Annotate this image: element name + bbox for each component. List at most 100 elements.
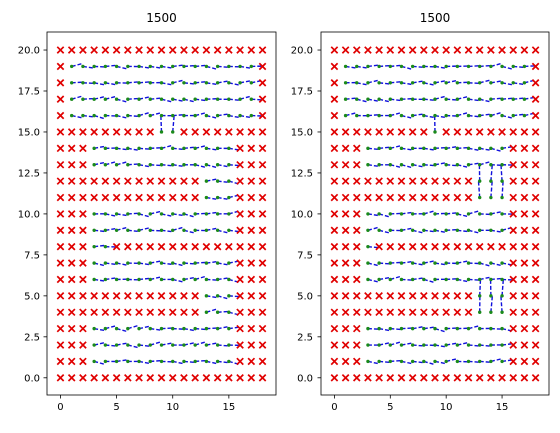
- path-segment: [434, 360, 447, 365]
- path-segment: [228, 295, 241, 298]
- wall-marker: [157, 292, 166, 300]
- path-segment: [479, 213, 491, 216]
- wall-marker: [79, 373, 87, 382]
- state-dot: [148, 81, 152, 85]
- state-dot: [388, 97, 392, 101]
- state-dot: [148, 359, 152, 364]
- wall-marker: [258, 193, 267, 202]
- state-dot: [410, 64, 415, 69]
- path-segment: [345, 97, 357, 100]
- y-tick-label: 10.0: [291, 209, 313, 220]
- path-segment: [468, 360, 480, 363]
- wall-marker: [498, 242, 506, 251]
- state-dot: [69, 64, 74, 69]
- path-segment: [94, 327, 106, 332]
- path-segment: [138, 226, 151, 231]
- wall-marker: [397, 373, 406, 382]
- state-dot: [204, 179, 209, 183]
- wall-marker: [247, 275, 256, 284]
- state-dot: [500, 113, 504, 118]
- wall-marker: [258, 292, 267, 300]
- wall-marker: [56, 226, 65, 235]
- path-segment: [401, 278, 413, 281]
- state-dot: [478, 326, 482, 331]
- state-dot: [422, 163, 426, 167]
- x-tick-label: 5: [387, 402, 393, 413]
- path-segment: [500, 295, 503, 313]
- wall-marker: [168, 308, 177, 317]
- wall-marker: [453, 177, 462, 185]
- wall-marker: [509, 275, 518, 284]
- path-segment: [150, 260, 162, 264]
- path-segment: [172, 79, 185, 84]
- wall-marker: [79, 193, 87, 202]
- wall-marker: [352, 324, 361, 333]
- path-segment: [150, 146, 162, 150]
- wall-marker: [364, 193, 372, 202]
- path-segment: [150, 111, 162, 117]
- wall-marker: [146, 373, 155, 382]
- path-segment: [390, 327, 402, 331]
- state-dot: [410, 113, 415, 118]
- wall-marker: [124, 308, 132, 317]
- path-segment: [479, 279, 482, 296]
- wall-marker: [79, 324, 87, 333]
- state-dot: [478, 64, 482, 69]
- state-dot: [103, 343, 108, 347]
- state-dot: [355, 113, 359, 118]
- wall-marker: [408, 177, 417, 185]
- wall-marker: [352, 210, 361, 218]
- wall-marker: [442, 242, 450, 251]
- state-dot: [500, 195, 504, 200]
- path-segment: [345, 111, 357, 117]
- state-dot: [433, 326, 437, 331]
- state-dot: [422, 261, 426, 265]
- state-dot: [159, 277, 164, 282]
- wall-marker: [375, 128, 383, 136]
- wall-marker: [101, 308, 110, 317]
- state-dot: [500, 212, 504, 216]
- wall-marker: [191, 292, 199, 300]
- wall-marker: [431, 193, 439, 202]
- state-dot: [227, 146, 231, 151]
- wall-marker: [247, 259, 256, 267]
- path-segment: [161, 342, 173, 346]
- wall-marker: [397, 46, 406, 54]
- state-dot: [343, 113, 348, 118]
- wall-marker: [509, 292, 518, 300]
- path-segment: [423, 82, 436, 86]
- state-dot: [227, 326, 231, 331]
- wall-marker: [67, 128, 76, 136]
- state-dot: [343, 97, 348, 101]
- state-dot: [399, 163, 404, 167]
- path-segment: [195, 327, 207, 331]
- state-dot: [182, 343, 186, 347]
- state-dot: [171, 277, 175, 282]
- path-segment: [195, 164, 207, 169]
- path-segment: [502, 278, 514, 281]
- state-dot: [193, 359, 197, 364]
- state-dot: [377, 64, 381, 69]
- path-segment: [345, 65, 357, 69]
- path-segment: [94, 82, 106, 86]
- path-segment: [251, 98, 263, 101]
- state-dot: [455, 97, 460, 101]
- state-dot: [182, 326, 186, 331]
- path-segment: [127, 147, 140, 151]
- state-dot: [171, 146, 175, 151]
- state-dot: [182, 97, 186, 101]
- wall-marker: [531, 160, 540, 169]
- wall-marker: [509, 341, 518, 349]
- wall-marker: [397, 177, 406, 185]
- state-dot: [455, 326, 460, 331]
- wall-marker: [520, 128, 529, 136]
- wall-marker: [135, 128, 143, 136]
- x-tick-label: 5: [113, 402, 119, 413]
- state-dot: [92, 244, 96, 249]
- state-dot: [171, 113, 175, 118]
- path-segment: [206, 82, 218, 86]
- path-segment: [434, 162, 447, 166]
- path-segment: [434, 212, 447, 215]
- wall-marker: [352, 193, 361, 202]
- state-dot: [422, 146, 426, 151]
